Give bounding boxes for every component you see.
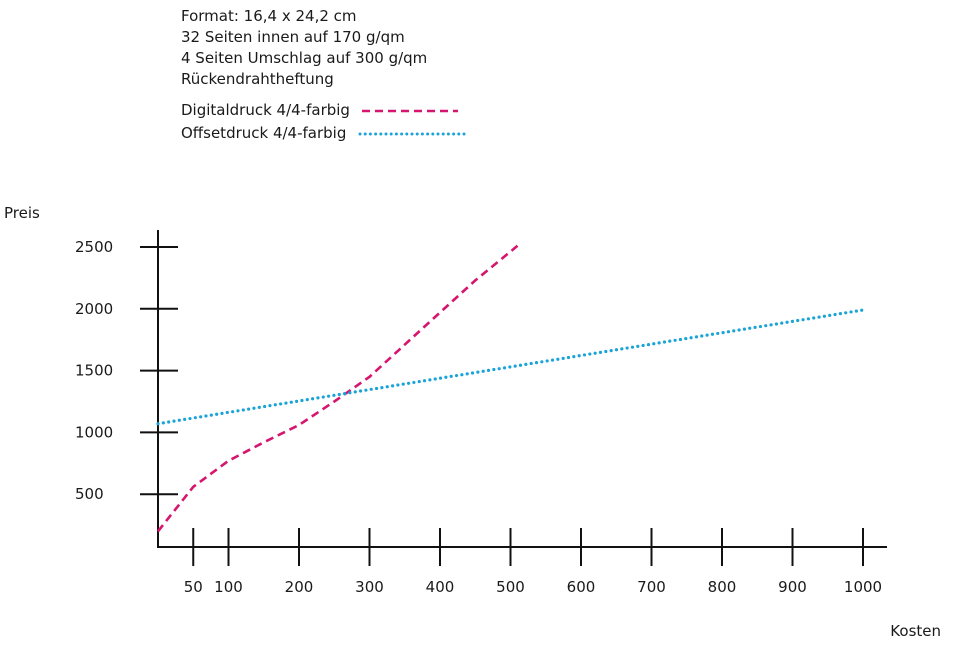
x-axis-ticks: 50 100 200 300 400 500 600 700 800 900 1000 — [184, 528, 882, 596]
y-tick-label-1500: 1500 — [75, 362, 113, 380]
x-tick-label-400: 400 — [426, 578, 455, 596]
y-tick-label-2500: 2500 — [75, 238, 113, 256]
x-tick-label-700: 700 — [637, 578, 666, 596]
y-tick-label-2000: 2000 — [75, 300, 113, 318]
print-specs: Format: 16,4 x 24,2 cm 32 Seiten innen a… — [181, 6, 427, 90]
legend-item-digital: Digitaldruck 4/4-farbig — [181, 99, 466, 122]
legend-label-digital: Digitaldruck 4/4-farbig — [181, 101, 350, 119]
y-axis-ticks: 500 1000 1500 2000 2500 — [75, 238, 178, 503]
x-tick-label-800: 800 — [708, 578, 737, 596]
spec-format: Format: 16,4 x 24,2 cm — [181, 7, 357, 25]
spec-cover-pages: 4 Seiten Umschlag auf 300 g/qm — [181, 49, 428, 67]
legend-swatch-digital — [361, 109, 458, 112]
series-layer — [156, 244, 865, 533]
y-tick-label-1000: 1000 — [75, 423, 113, 441]
x-tick-label-1000: 1000 — [844, 578, 882, 596]
x-tick-label-200: 200 — [285, 578, 314, 596]
x-tick-label-300: 300 — [355, 578, 384, 596]
legend-swatch-offset — [358, 132, 466, 135]
legend-item-offset: Offsetdruck 4/4-farbig — [181, 122, 466, 145]
spec-inner-pages: 32 Seiten innen auf 170 g/qm — [181, 28, 405, 46]
x-axis-title: Kosten — [890, 622, 941, 640]
digital-series-line — [156, 244, 519, 533]
spec-binding: Rückendrahtheftung — [181, 70, 334, 88]
chart-legend: Digitaldruck 4/4-farbig Offsetdruck 4/4-… — [181, 99, 466, 145]
x-tick-label-600: 600 — [567, 578, 596, 596]
y-tick-label-500: 500 — [75, 485, 104, 503]
offset-series-line — [156, 308, 865, 426]
y-axis-title: Preis — [4, 204, 40, 222]
x-tick-label-900: 900 — [778, 578, 807, 596]
x-tick-label-50: 50 — [184, 578, 203, 596]
x-tick-label-500: 500 — [496, 578, 525, 596]
legend-label-offset: Offsetdruck 4/4-farbig — [181, 124, 347, 142]
x-tick-label-100: 100 — [214, 578, 243, 596]
